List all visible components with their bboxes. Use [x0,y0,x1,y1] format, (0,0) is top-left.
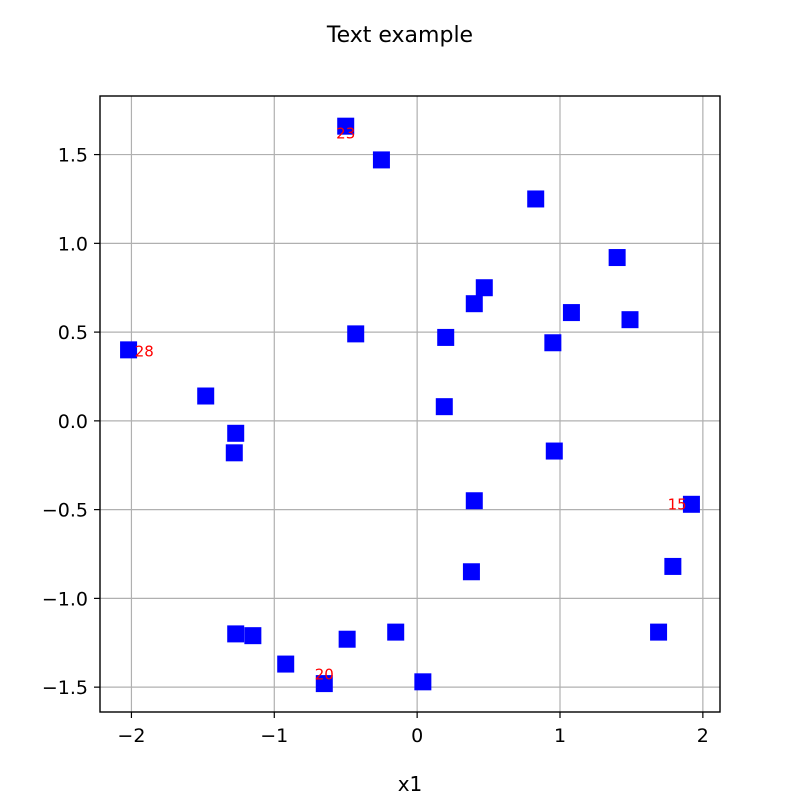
scatter-point [337,117,355,135]
scatter-point [608,249,626,267]
y-tick-label: 1.5 [58,145,88,167]
y-tick-label: −0.5 [42,500,88,522]
grid-lines [100,96,720,712]
x-axis-label: x1 [398,772,423,796]
x-tick-label: −1 [260,725,288,747]
scatter-point [227,625,245,643]
scatter-point [462,563,480,581]
point-annotation: 15 [668,495,687,513]
scatter-point [227,424,245,442]
x-tick-label: 2 [697,725,709,747]
x-tick-label: 1 [554,725,566,747]
point-annotations: 23 28 15 20 [135,124,687,683]
scatter-point [465,492,483,510]
y-tick-label: 0.0 [58,411,88,433]
plot-frame [99,95,721,713]
scatter-point [621,311,639,329]
scatter-point [372,151,390,169]
point-annotation: 20 [315,666,334,684]
y-tick-label: −1.5 [42,677,88,699]
axis-ticks: −2 −1 0 1 2 −1.5 −1.0 −0.5 0.0 0.5 1.0 1.5 [42,145,709,747]
scatter-point [664,557,682,575]
data-points [120,117,700,693]
scatter-point [347,325,365,343]
chart-title: Text example [326,23,473,48]
x-tick-label: −2 [117,725,145,747]
scatter-point [475,279,493,297]
scatter-point [277,655,295,673]
scatter-point [437,328,455,346]
scatter-point [544,334,562,352]
x-tick-label: 0 [411,725,423,747]
scatter-point [682,495,700,513]
scatter-point [527,190,545,208]
scatter-point [545,442,563,460]
y-tick-label: 0.5 [58,322,88,344]
scatter-point [315,675,333,693]
scatter-point [465,295,483,313]
point-annotation: 28 [135,343,154,361]
scatter-point [197,387,215,405]
scatter-point [120,341,138,359]
scatter-point [414,673,432,691]
scatter-point [244,627,262,645]
y-tick-label: 1.0 [58,233,88,255]
scatter-point [225,444,243,462]
scatter-point [650,623,668,641]
point-annotation: 23 [336,124,355,142]
scatter-point [338,630,356,648]
scatter-point [387,623,405,641]
y-tick-label: −1.0 [42,588,88,610]
scatter-point [435,398,453,416]
scatter-point [562,304,580,322]
